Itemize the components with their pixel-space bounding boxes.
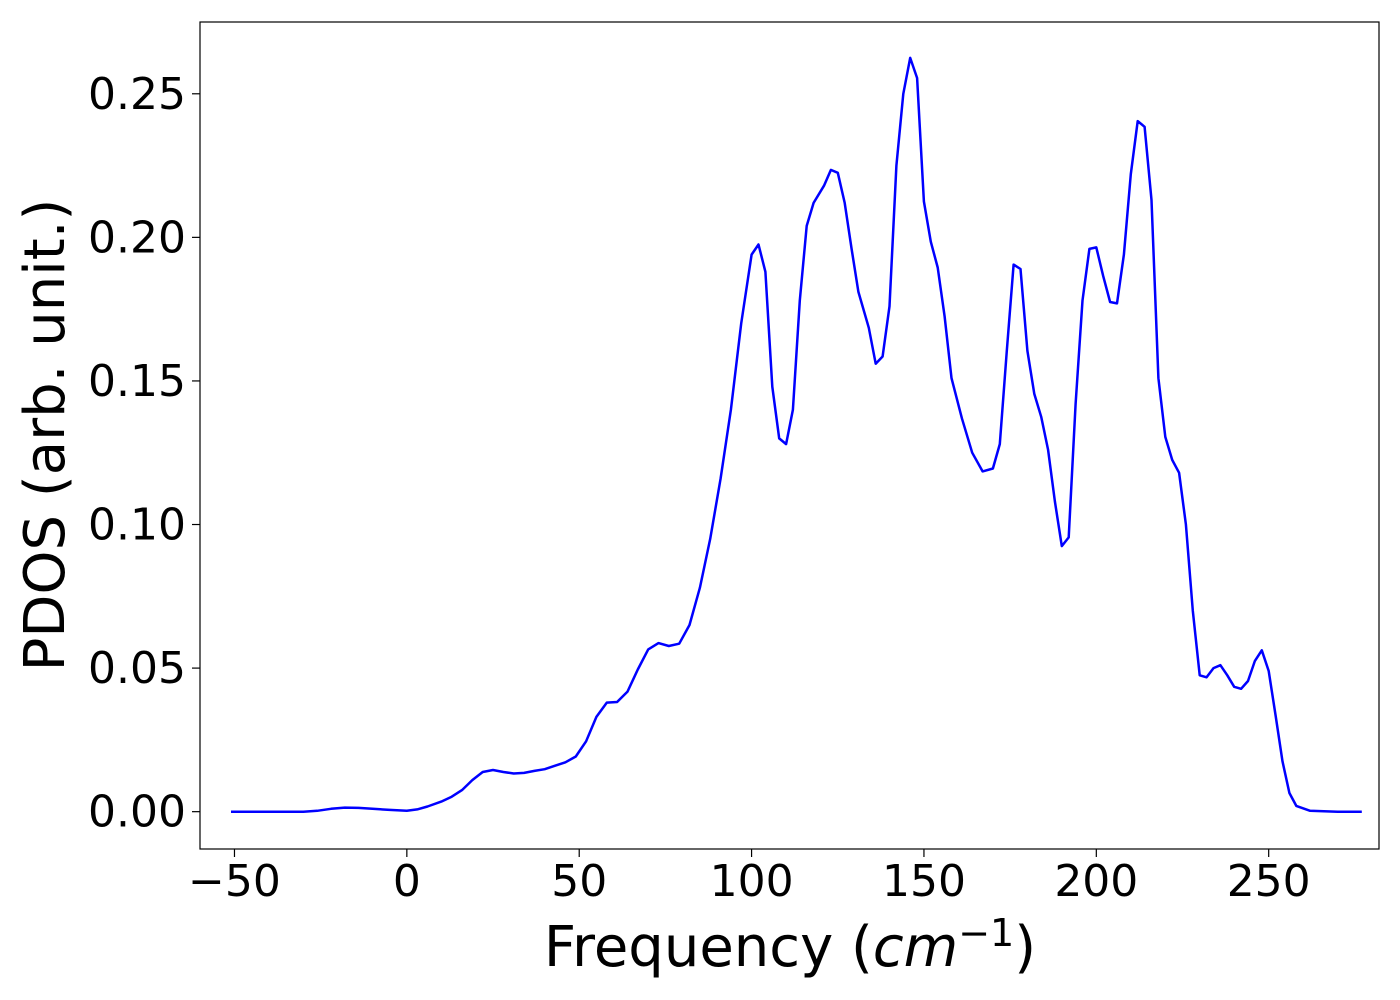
axis-tick-labels: −50 0 50 100 150 200 250 0.00 0.05 0.10 0.15 0.20 0.… xyxy=(88,69,1311,907)
x-tick-label: 50 xyxy=(551,856,607,907)
x-axis-title: Frequency (cm−1) xyxy=(544,911,1036,980)
pdos-series-line xyxy=(231,56,1362,813)
x-axis-title-text: Frequency ( xyxy=(544,915,873,980)
y-tick-label: 0.25 xyxy=(88,69,186,120)
y-tick-label: 0.15 xyxy=(88,356,186,407)
plot-area xyxy=(200,22,1379,849)
x-tick-label: 250 xyxy=(1227,856,1311,907)
x-tick-label: 200 xyxy=(1054,856,1138,907)
plot-frame xyxy=(199,21,1380,850)
x-axis-title-exponent: −1 xyxy=(958,911,1014,955)
x-tick-label: 150 xyxy=(882,856,966,907)
axis-ticks xyxy=(192,93,1270,857)
x-axis-title-unit: cm xyxy=(873,915,958,980)
x-tick-label: 0 xyxy=(393,856,421,907)
y-axis-title: PDOS (arb. unit.) xyxy=(13,199,78,672)
y-tick-label: 0.05 xyxy=(88,643,186,694)
y-tick-label: 0.00 xyxy=(88,787,186,838)
x-tick-label: 100 xyxy=(710,856,794,907)
y-tick-label: 0.20 xyxy=(88,212,186,263)
x-tick-label: −50 xyxy=(188,856,281,907)
x-axis-title-close: ) xyxy=(1014,915,1036,980)
y-tick-label: 0.10 xyxy=(88,500,186,551)
